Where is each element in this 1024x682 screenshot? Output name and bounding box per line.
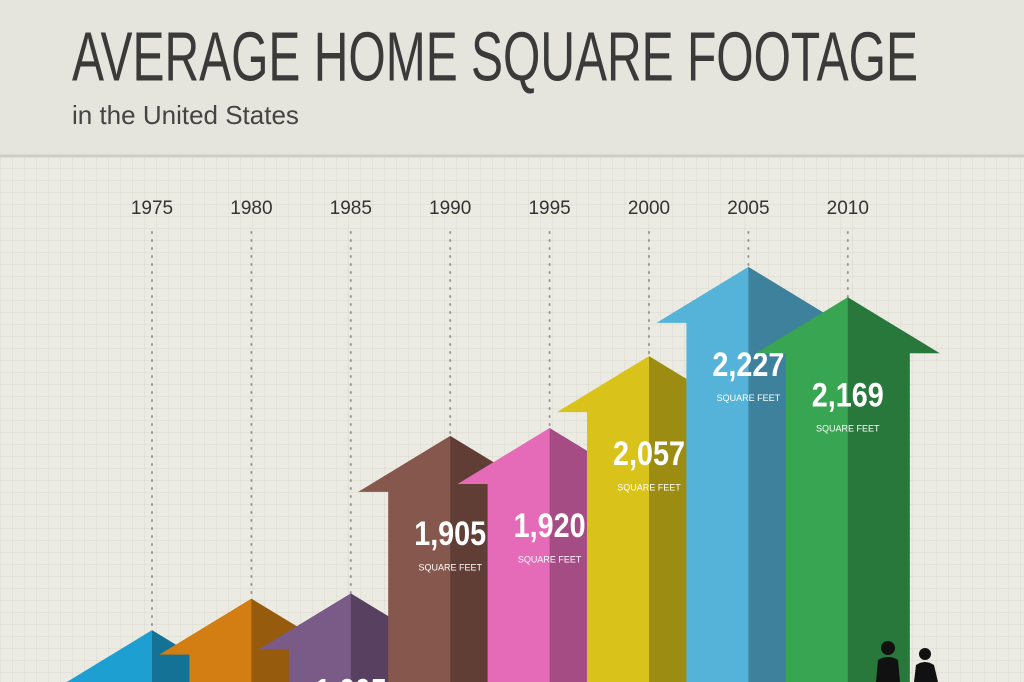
value-label: 1,605 bbox=[315, 672, 387, 682]
header-band bbox=[0, 0, 1024, 155]
value-label: 1,905 bbox=[414, 515, 486, 553]
unit-label: SQUARE FEET bbox=[617, 482, 681, 492]
value-label: 2,169 bbox=[812, 376, 884, 414]
year-label: 1995 bbox=[528, 198, 570, 219]
arrow-shade bbox=[847, 297, 940, 682]
people-silhouettes bbox=[876, 641, 938, 682]
person-head bbox=[881, 641, 895, 655]
plot: 197519801985199019952000200520101,535SQU… bbox=[66, 198, 940, 682]
unit-label: SQUARE FEET bbox=[717, 393, 781, 403]
chart-title: AVERAGE HOME SQUARE FOOTAGE bbox=[72, 17, 918, 95]
year-label: 1990 bbox=[429, 198, 471, 219]
unit-label: SQUARE FEET bbox=[418, 562, 482, 572]
year-label: 1985 bbox=[330, 198, 372, 219]
value-label: 1,920 bbox=[514, 507, 586, 545]
value-label: 1,595 bbox=[215, 678, 287, 682]
year-label: 1975 bbox=[131, 198, 173, 219]
chart-subtitle: in the United States bbox=[72, 100, 299, 130]
unit-label: SQUARE FEET bbox=[518, 554, 582, 564]
arrow-bar bbox=[755, 297, 940, 682]
year-label: 2010 bbox=[827, 198, 869, 219]
unit-label: SQUARE FEET bbox=[816, 424, 880, 434]
year-label: 1980 bbox=[230, 198, 272, 219]
value-label: 2,057 bbox=[613, 435, 685, 473]
person-body bbox=[914, 662, 938, 682]
person-head bbox=[919, 648, 931, 660]
year-label: 2005 bbox=[727, 198, 769, 219]
person-body bbox=[876, 657, 900, 682]
year-label: 2000 bbox=[628, 198, 670, 219]
